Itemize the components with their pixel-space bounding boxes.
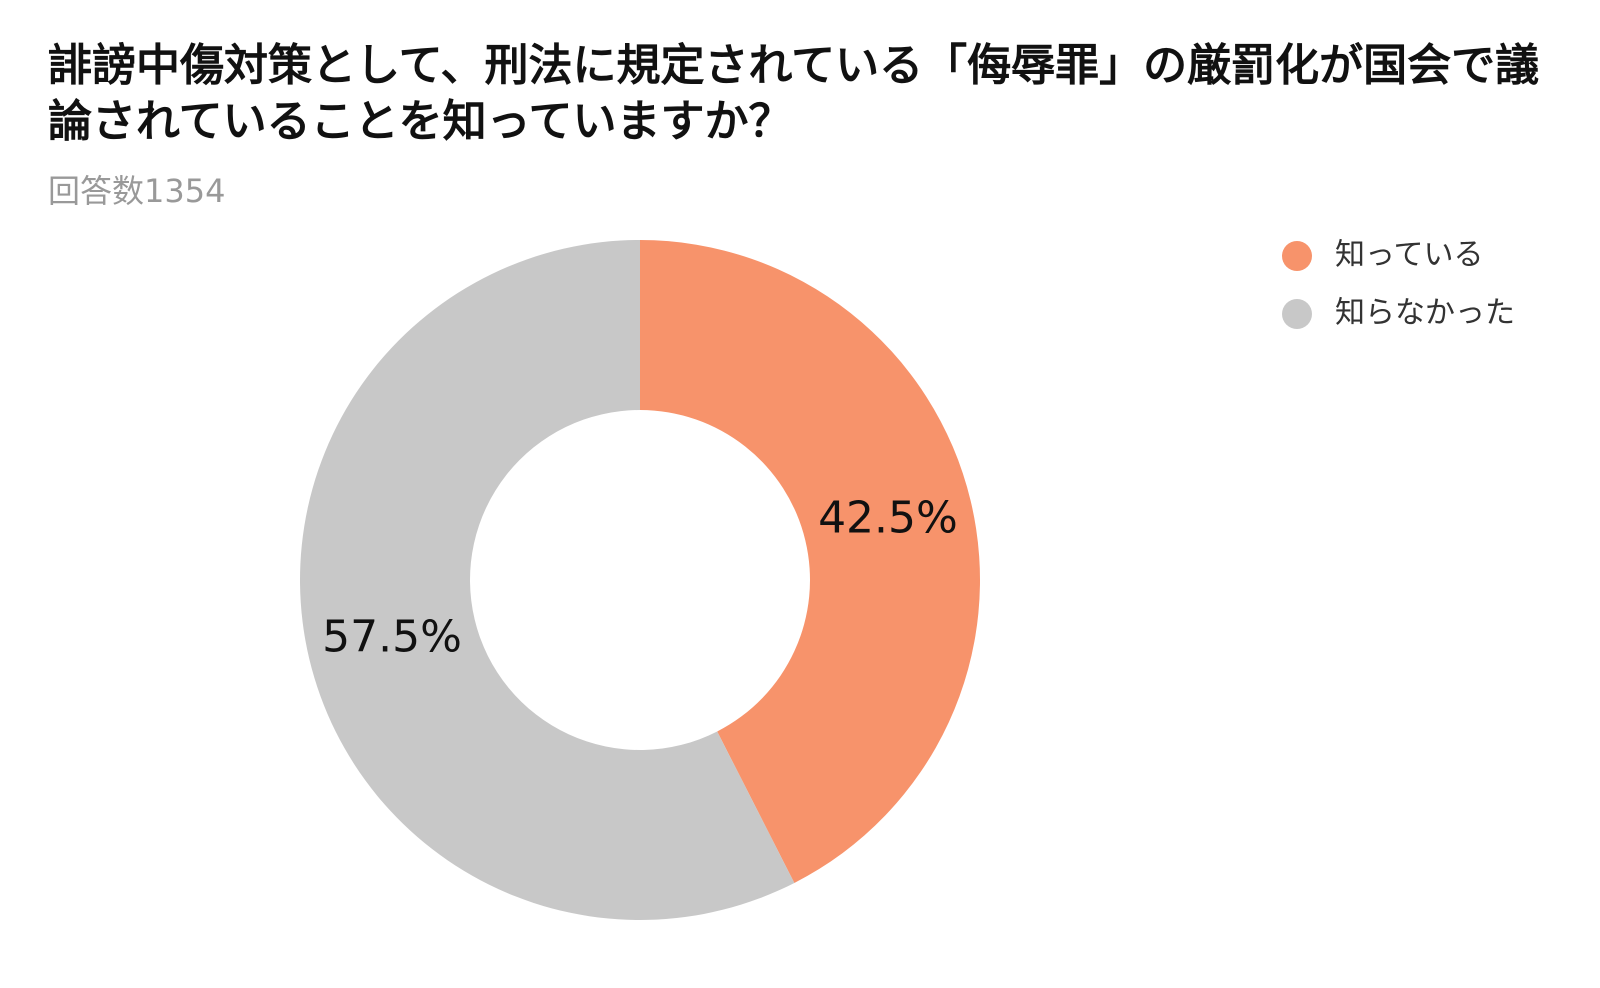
value-label: 57.5% xyxy=(322,612,462,663)
legend-marker xyxy=(1282,241,1312,271)
legend-marker xyxy=(1282,299,1312,329)
donut-slice xyxy=(640,240,980,883)
chart-title: 誹謗中傷対策として、刑法に規定されている「侮辱罪」の厳罰化が国会で議論されている… xyxy=(48,40,1540,147)
chart-subtitle: 回答数1354 xyxy=(48,172,226,210)
legend-label: 知らなかった xyxy=(1335,296,1515,331)
value-label: 42.5% xyxy=(818,492,958,543)
legend-label: 知っている xyxy=(1335,238,1484,273)
donut-slice xyxy=(300,240,795,920)
